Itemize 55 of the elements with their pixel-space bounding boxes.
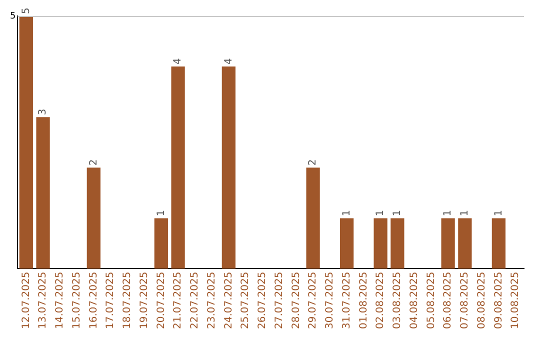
x-tick-label: 04.08.2025 (408, 272, 420, 330)
x-tick-label: 21.07.2025 (172, 272, 184, 330)
x-tick-label: 28.07.2025 (290, 272, 302, 330)
x-tick-label: 07.08.2025 (460, 272, 471, 330)
bar (441, 218, 455, 269)
bar (171, 66, 185, 269)
x-tick-label: 13.07.2025 (38, 272, 49, 330)
x-tick-label: 01.08.2025 (358, 272, 370, 330)
data-label: 5 (10, 11, 16, 22)
x-tick-label: 24.07.2025 (223, 272, 234, 330)
x-tick-label: 27.07.2025 (274, 272, 285, 330)
x-tick-label: 03.08.2025 (392, 272, 404, 330)
bar (374, 218, 388, 269)
bar (458, 218, 472, 269)
x-tick-label: 08.08.2025 (476, 272, 488, 330)
x-tick-label: 17.07.2025 (105, 272, 116, 330)
data-label: 1 (341, 210, 352, 216)
data-label: 1 (493, 210, 504, 216)
x-tick-label: 18.07.2025 (122, 272, 134, 330)
data-label: 1 (375, 210, 386, 216)
bar (222, 66, 236, 269)
bar (86, 168, 100, 269)
data-label: 1 (156, 210, 167, 216)
data-label: 1 (460, 210, 471, 216)
bar (390, 218, 404, 269)
x-tick-label: 26.07.2025 (257, 272, 268, 330)
x-tick-label: 19.07.2025 (138, 272, 150, 330)
bar (306, 168, 320, 269)
data-label: 2 (88, 159, 100, 166)
bar (154, 218, 168, 269)
x-tick-label: 16.07.2025 (88, 272, 100, 330)
x-tick-label: 06.08.2025 (442, 272, 454, 330)
x-tick-label: 23.07.2025 (206, 272, 218, 330)
x-tick-label: 05.08.2025 (426, 272, 437, 330)
data-label: 4 (223, 58, 234, 65)
x-tick-label: 15.07.2025 (71, 272, 82, 330)
bar (340, 218, 354, 269)
x-tick-label: 09.08.2025 (493, 272, 504, 330)
data-label: 1 (442, 210, 454, 216)
x-tick-label: 29.07.2025 (308, 272, 319, 330)
data-label: 4 (172, 58, 184, 65)
data-label: 1 (392, 210, 404, 216)
x-tick-label: 25.07.2025 (240, 272, 252, 330)
x-tick-label: 31.07.2025 (341, 272, 352, 330)
x-tick-label: 22.07.2025 (190, 272, 201, 330)
x-tick-label: 10.08.2025 (510, 272, 522, 330)
bar (492, 218, 506, 269)
x-tick-label: 12.07.2025 (20, 272, 32, 330)
bar (36, 117, 50, 269)
x-tick-label: 14.07.2025 (54, 272, 66, 330)
data-label: 2 (308, 159, 319, 166)
x-tick-label: 02.08.2025 (375, 272, 386, 330)
x-tick-label: 20.07.2025 (156, 272, 167, 330)
x-tick-label: 30.07.2025 (324, 272, 336, 330)
data-label: 3 (38, 108, 49, 116)
